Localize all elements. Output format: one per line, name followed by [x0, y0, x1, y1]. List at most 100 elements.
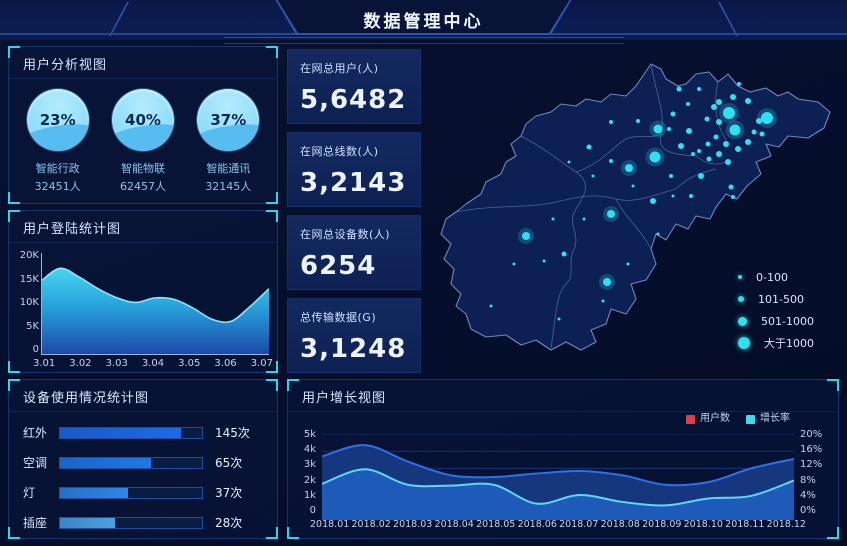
stat-label: 在网总线数(人) — [300, 145, 379, 158]
stat-label: 在网总设备数(人) — [300, 228, 391, 241]
map-dot — [735, 146, 741, 152]
y-tick-label: 0 — [32, 344, 39, 355]
map-dot — [723, 141, 729, 147]
device-usage-bars: 红外145次空调65次灯37次插座28次窗帘24次 — [9, 412, 277, 546]
stat-card-total-users: 在网总用户(人) 5,6482 — [287, 49, 421, 124]
page-title: 数据管理中心 — [363, 12, 484, 32]
growth-chart-legend: 用户数 增长率 — [686, 414, 790, 424]
map-svg — [440, 63, 831, 351]
map-dot — [582, 217, 586, 221]
gauge-label: 智能通讯 — [206, 162, 251, 175]
panel-device-usage: 设备使用情况统计图 红外145次空调65次灯37次插座28次窗帘24次 — [8, 379, 278, 539]
x-tick-label: 3.07 — [250, 358, 273, 369]
bar-track — [59, 426, 203, 439]
title-plate — [277, 0, 570, 33]
x-tick-label: 3.03 — [105, 358, 128, 369]
map-dot — [667, 127, 671, 131]
device-bar-row: 插座 28次 — [23, 514, 263, 531]
map-dot — [678, 143, 684, 149]
map-dot-layer — [489, 82, 777, 321]
growth-chart: 用户数 增长率 5k 4k 3k 2k 1k 0 20% 16% 12% 8% 4% 0% 2018… — [288, 412, 838, 544]
corner-bracket — [827, 527, 839, 539]
map-dot — [649, 151, 661, 163]
y-tick-label-left: 3k — [303, 459, 316, 471]
legend-swatch-icon — [686, 414, 695, 424]
map-district-borders — [455, 63, 727, 349]
bar-value: 37次 — [215, 486, 243, 500]
map-dot — [670, 111, 676, 117]
map-legend-item[interactable]: 大于1000 — [738, 332, 814, 354]
map-dot — [723, 107, 735, 119]
corner-bracket — [827, 379, 839, 391]
map-legend-item[interactable]: 101-500 — [738, 288, 814, 310]
map-dot — [729, 124, 741, 136]
map-dot — [561, 251, 567, 257]
liquid-circle: 37% — [197, 89, 260, 151]
gauge-label: 智能行政 — [35, 162, 80, 175]
legend-item-growth-rate[interactable]: 增长率 — [746, 414, 790, 424]
corner-bracket — [266, 192, 278, 204]
map-legend-item[interactable]: 0-100 — [738, 266, 814, 288]
panel-title-user-analysis: 用户分析视图 — [9, 47, 277, 79]
map-dot — [669, 174, 673, 178]
login-chart-y-axis: 20K 15K 10K 5K 0 — [11, 251, 39, 355]
stat-value: 3,1248 — [300, 334, 407, 364]
liquid-circle: 23% — [26, 89, 89, 151]
users-line — [322, 444, 794, 487]
map-dot — [725, 159, 731, 165]
legend-item-users[interactable]: 用户数 — [686, 414, 730, 424]
map-legend-item[interactable]: 501-1000 — [738, 310, 814, 332]
x-tick-label: 2018.11 — [725, 519, 765, 530]
map-dot — [676, 86, 682, 92]
device-bar-row: 灯 37次 — [23, 484, 263, 501]
map-dot — [671, 194, 675, 198]
y-tick-label: 20K — [19, 250, 39, 261]
map-dot — [716, 119, 722, 125]
stat-value: 6254 — [300, 251, 377, 281]
x-tick-label: 2018.07 — [559, 519, 599, 530]
corner-bracket — [266, 46, 278, 58]
gauge-percent: 40% — [125, 111, 161, 129]
stat-card-total-lines: 在网总线数(人) 3,2143 — [287, 132, 421, 207]
bar-label: 空调 — [23, 456, 48, 470]
x-tick-label: 2018.09 — [642, 519, 682, 530]
gauge-count: 32145人 — [205, 179, 252, 193]
legend-dot-icon — [738, 337, 750, 349]
map-dot — [691, 152, 695, 156]
legend-label: 101-500 — [758, 292, 804, 306]
bar-label: 插座 — [23, 516, 48, 530]
growth-left-axis: 5k 4k 3k 2k 1k 0 — [292, 430, 316, 516]
x-tick-label: 2018.03 — [393, 519, 433, 530]
y-tick-label-left: 2k — [303, 474, 316, 486]
device-bar-row: 空调 65次 — [23, 454, 263, 471]
x-tick-label: 3.04 — [141, 358, 165, 369]
x-tick-label: 2018.10 — [683, 519, 723, 530]
y-tick-label-left: 0 — [309, 504, 316, 516]
growth-area-chart — [322, 434, 794, 520]
map-dot — [650, 198, 656, 204]
liquid-gauge-admin: 23% 智能行政 32451人 — [18, 89, 98, 194]
legend-dot-icon — [738, 296, 744, 302]
x-tick-label: 2018.08 — [600, 519, 640, 530]
map-legend: 0-100 101-500 501-1000 大于1000 — [738, 266, 814, 354]
map-dot — [686, 128, 692, 134]
map-dot — [591, 174, 595, 178]
map-dot — [542, 259, 546, 263]
corner-bracket — [8, 361, 20, 373]
y-tick-label-right: 8% — [800, 474, 816, 486]
map-dot — [607, 210, 615, 218]
x-tick-label: 2018.06 — [517, 519, 557, 530]
corner-bracket — [8, 210, 20, 222]
map-dot — [716, 99, 722, 105]
corner-bracket — [8, 527, 20, 539]
map-dot — [728, 184, 734, 190]
map-dot — [761, 112, 773, 124]
map-outline — [440, 63, 831, 351]
stat-card-total-data: 总传输数据(G) 3,1248 — [287, 298, 421, 373]
legend-label: 0-100 — [756, 270, 788, 284]
y-tick-label: 5K — [26, 320, 39, 332]
gauge-percent: 23% — [39, 111, 76, 129]
corner-bracket — [8, 46, 20, 58]
map-dot — [489, 304, 493, 308]
liquid-gauge-iot: 40% 智能物联 62457人 — [103, 89, 183, 194]
